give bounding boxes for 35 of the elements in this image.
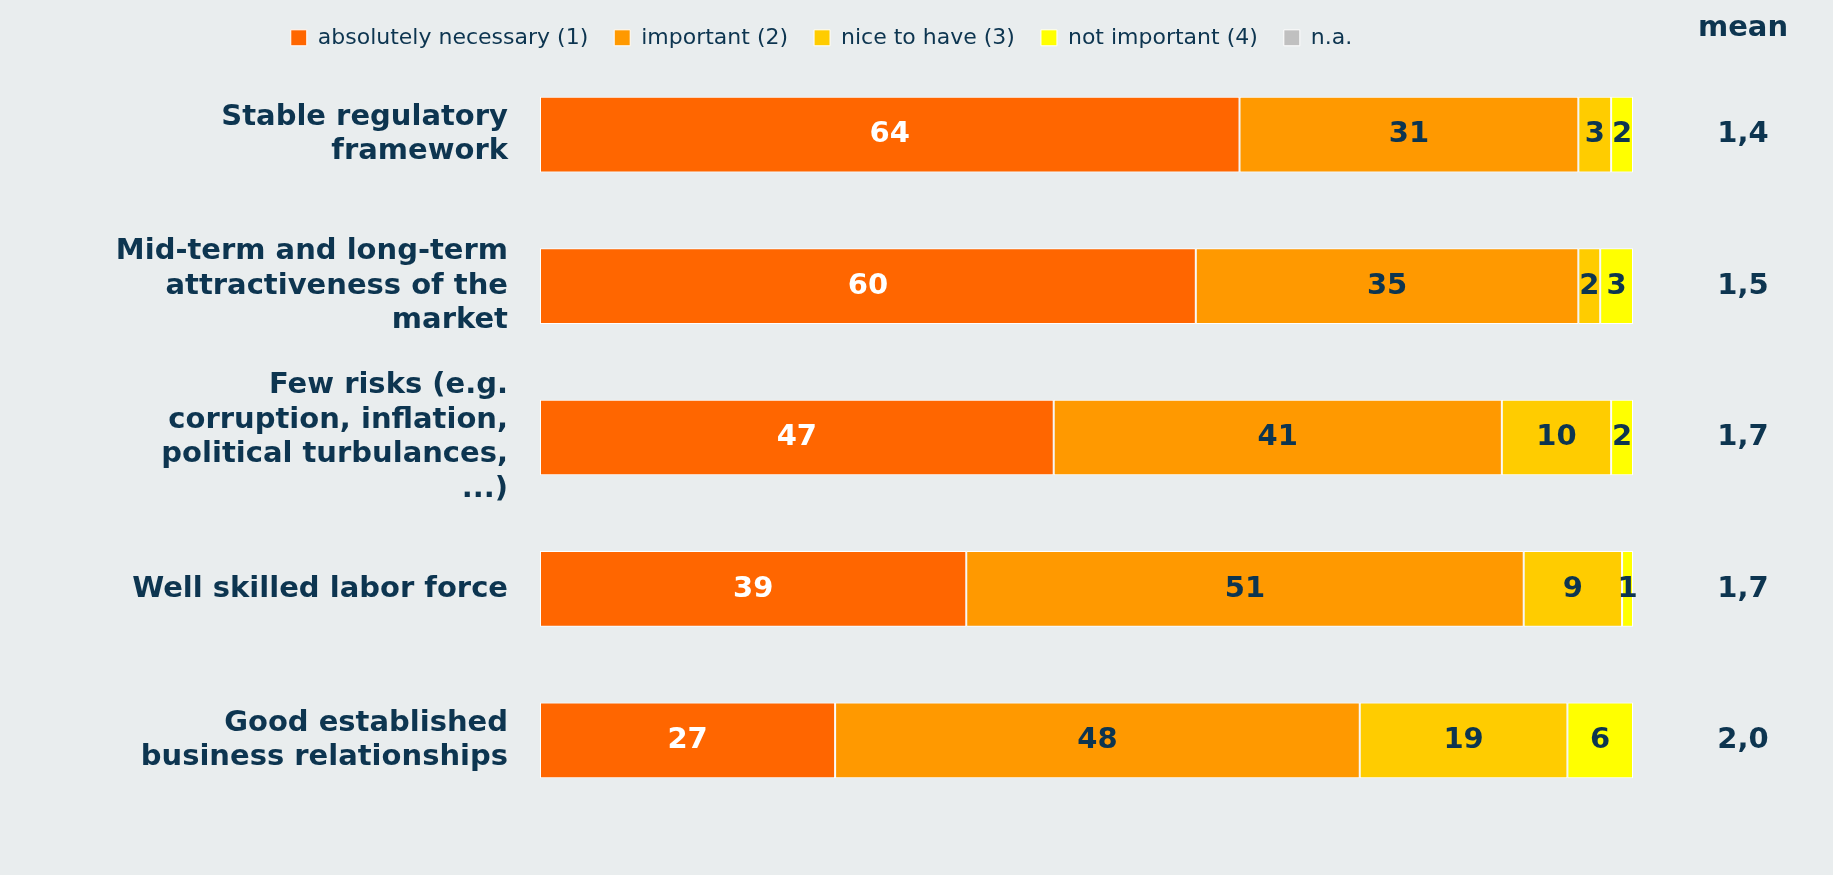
data-label: 51 bbox=[1224, 569, 1266, 604]
data-label: 2 bbox=[1579, 266, 1600, 301]
data-label: 2 bbox=[1611, 115, 1633, 150]
text: 1,4 bbox=[1717, 115, 1769, 150]
data-label: 27 bbox=[667, 720, 708, 755]
legend-label: n.a. bbox=[1310, 23, 1353, 49]
legend-label: absolutely necessary (1) bbox=[317, 23, 589, 49]
text: 1,5 bbox=[1717, 266, 1769, 301]
data-label: 6 bbox=[1590, 720, 1611, 755]
legend-label: not important (4) bbox=[1067, 23, 1258, 49]
data-label: 48 bbox=[1077, 720, 1118, 755]
legend-label: nice to have (3) bbox=[841, 23, 1015, 49]
text: mean bbox=[1697, 8, 1789, 43]
y-tick-label: Few risks (e.g. corruption, inflation, political turbulances, ...) bbox=[161, 365, 508, 505]
y-tick-label: Well skilled labor force bbox=[132, 569, 508, 604]
data-label: 35 bbox=[1366, 266, 1408, 301]
text: 2,0 bbox=[1717, 720, 1769, 755]
data-label: 47 bbox=[776, 418, 818, 453]
data-label: 2 bbox=[1611, 418, 1633, 453]
y-tick-label: Mid-term and long-term attractiveness of the market bbox=[115, 231, 509, 336]
legend-label: important (2) bbox=[641, 23, 789, 49]
y-tick-label: Good established business relationships bbox=[140, 703, 508, 773]
data-label: 3 bbox=[1584, 115, 1605, 150]
text: 1,7 bbox=[1717, 418, 1769, 453]
data-label: 60 bbox=[847, 266, 889, 301]
data-label: 10 bbox=[1536, 418, 1577, 453]
data-label: 19 bbox=[1443, 720, 1484, 755]
data-label: 31 bbox=[1388, 115, 1430, 150]
data-label: 39 bbox=[732, 569, 774, 604]
text: 1,7 bbox=[1717, 569, 1769, 604]
y-tick-label: Stable regulatory framework bbox=[221, 97, 509, 167]
data-label: 9 bbox=[1562, 569, 1583, 604]
data-label: 3 bbox=[1606, 266, 1627, 301]
data-label: 41 bbox=[1257, 418, 1298, 453]
data-label: 64 bbox=[869, 115, 910, 150]
